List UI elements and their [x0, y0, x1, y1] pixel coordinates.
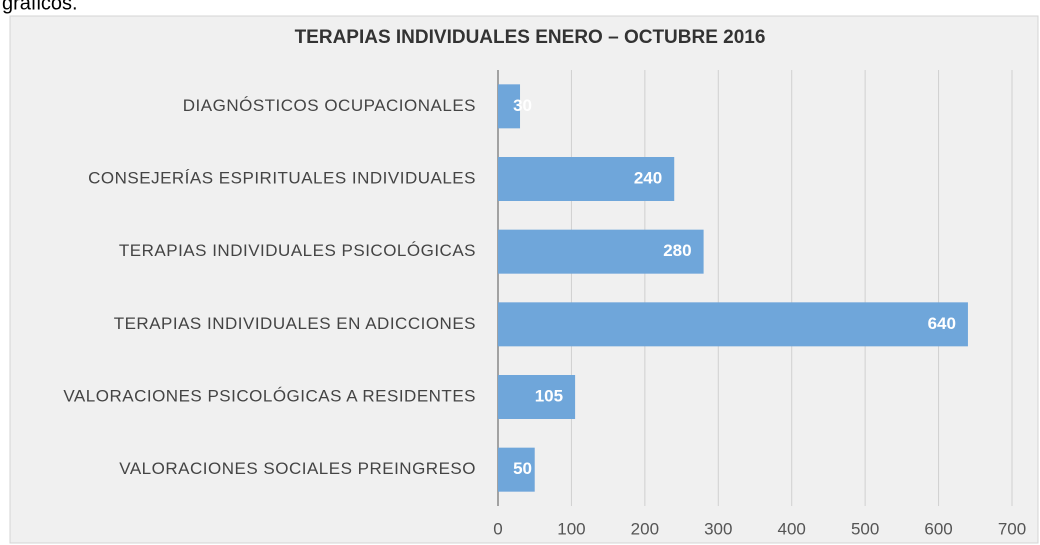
y-tick-label: DIAGNÓSTICOS OCUPACIONALES [183, 96, 476, 115]
x-tick-label: 700 [998, 519, 1026, 538]
bar [498, 157, 675, 201]
context-text: gráficos. [2, 0, 78, 14]
bar [498, 302, 968, 347]
x-tick-label: 100 [557, 519, 585, 538]
value-label: 105 [535, 386, 563, 405]
x-tick-label: 400 [778, 519, 806, 538]
x-tick-label: 200 [631, 519, 659, 538]
x-tick-label: 0 [493, 519, 502, 538]
y-tick-label: TERAPIAS INDIVIDUALES PSICOLÓGICAS [119, 241, 476, 260]
y-tick-label: VALORACIONES PSICOLÓGICAS A RESIDENTES [63, 386, 476, 405]
value-label: 50 [513, 459, 532, 478]
bar [498, 84, 521, 129]
y-tick-label: CONSEJERÍAS ESPIRITUALES INDIVIDUALES [88, 168, 476, 187]
bar [498, 229, 704, 274]
x-tick-label: 300 [704, 519, 732, 538]
value-label: 640 [928, 314, 956, 333]
x-tick-label: 600 [924, 519, 952, 538]
bar [498, 375, 576, 419]
value-label: 280 [663, 241, 691, 260]
y-tick-label: TERAPIAS INDIVIDUALES EN ADICCIONES [114, 314, 476, 333]
y-tick-label: VALORACIONES SOCIALES PREINGRESO [119, 459, 476, 478]
value-label: 30 [513, 96, 532, 115]
x-tick-label: 500 [851, 519, 879, 538]
bar [498, 447, 535, 492]
value-label: 240 [634, 168, 662, 187]
chart-title: TERAPIAS INDIVIDUALES ENERO – OCTUBRE 20… [295, 27, 766, 48]
